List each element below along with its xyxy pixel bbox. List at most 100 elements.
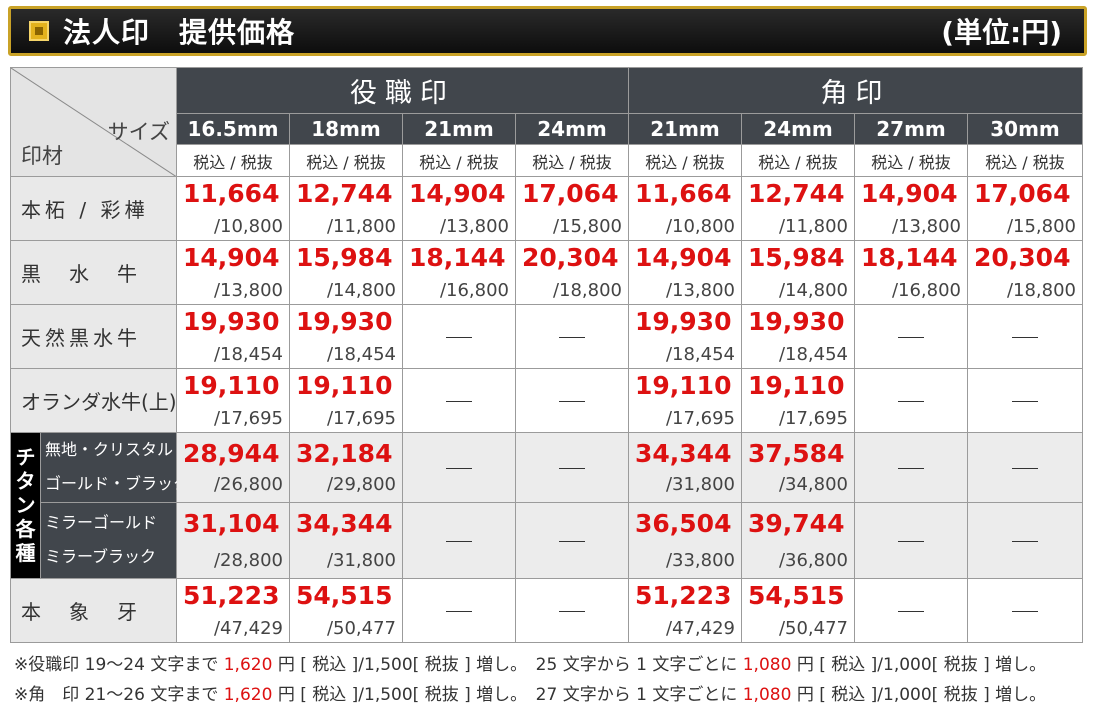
empty-cell [402,368,516,433]
price-tax-excl: /18,454 [326,344,396,366]
dash-mark [446,611,472,612]
dash-mark [559,540,585,542]
row-label: 黒 水 牛 [10,240,177,306]
price-tax-excl: /13,800 [439,216,509,238]
price-cell: 18,144/16,800 [854,240,968,306]
price-cell: 14,904/13,800 [628,240,742,306]
price-tax-incl: 51,223 [183,581,280,610]
price-cell: 17,064/15,800 [515,176,629,242]
price-cell: 14,904/13,800 [854,176,968,242]
tax-label: 税込 / 税抜 [289,144,403,178]
price-cell: 34,344/31,800 [628,431,742,503]
price-tax-incl: 34,344 [635,438,732,468]
size-label: 30mm [967,112,1083,146]
price-tax-excl: /16,800 [891,280,961,302]
tax-label: 税込 / 税抜 [741,144,855,178]
price-tax-incl: 12,744 [748,179,845,209]
note-line: ※役職印 19～24 文字まで 1,620 円 [ 税込 ]/1,500[ 税抜… [14,655,1047,675]
empty-cell [854,501,968,580]
price-tax-excl: /17,695 [778,407,848,429]
price-cell: 20,304/18,800 [967,240,1083,306]
price-cell: 12,744/11,800 [289,176,403,242]
price-tax-incl: 19,110 [635,371,732,401]
row-label-line: ミラーブラック [45,547,157,567]
price-cell: 11,664/10,800 [628,176,742,242]
price-tax-incl: 15,984 [296,243,393,273]
price-tax-incl: 14,904 [861,179,958,209]
dash-mark [1012,401,1038,403]
square-bullet-icon [29,21,49,41]
size-label: 16.5mm [176,112,290,146]
price-tax-excl: /26,800 [213,473,283,495]
price-cell: 31,104/28,800 [176,501,290,580]
price-tax-excl: /17,695 [326,407,396,429]
dash-mark [898,467,924,469]
price-cell: 39,744/36,800 [741,501,855,580]
row-label-line: ミラーゴールド [45,513,158,533]
page-title: 法人印 提供価格 [63,16,296,49]
empty-cell [854,431,968,503]
price-cell: 37,584/34,800 [741,431,855,503]
material-header: 印材 [21,144,63,169]
empty-cell [967,578,1083,643]
dash-mark [898,540,924,542]
price-tax-incl: 15,984 [748,243,845,273]
dash-mark [446,467,472,469]
price-tax-incl: 31,104 [183,508,280,538]
price-tax-incl: 11,664 [635,179,732,209]
price-tax-excl: /18,454 [665,344,735,366]
price-tax-excl: /15,800 [1006,216,1076,238]
price-cell: 19,930/18,454 [176,304,290,370]
price-cell: 14,904/13,800 [176,240,290,306]
price-cell: 18,144/16,800 [402,240,516,306]
price-cell: 51,223/47,429 [176,578,290,643]
row-label: オランダ水牛(上) [10,368,177,433]
dash-mark [898,401,924,403]
price-cell: 19,110/17,695 [628,368,742,433]
empty-cell [402,304,516,370]
price-tax-excl: /18,454 [213,344,283,366]
tax-label: 税込 / 税抜 [515,144,629,178]
size-label: 24mm [741,112,855,146]
price-tax-incl: 17,064 [522,179,619,209]
size-label: 18mm [289,112,403,146]
empty-cell [402,501,516,580]
price-tax-excl: /13,800 [665,280,735,302]
price-cell: 20,304/18,800 [515,240,629,306]
price-cell: 54,515/50,477 [289,578,403,643]
price-tax-incl: 17,064 [974,179,1071,209]
price-tax-incl: 12,744 [296,179,393,209]
corner-cell: サイズ 印材 [10,66,177,178]
row-label: ミラーゴールド ミラーブラック [40,501,177,580]
dash-mark [1012,467,1038,469]
price-tax-incl: 19,930 [635,307,732,337]
price-tax-excl: /14,800 [326,280,396,302]
row-label-line: 無地・クリスタル [45,440,174,460]
price-tax-incl: 54,515 [748,581,845,610]
price-tax-excl: /31,800 [665,473,735,495]
price-cell: 15,984/14,800 [741,240,855,306]
empty-cell [967,431,1083,503]
price-tax-excl: /47,429 [213,618,283,639]
tax-label: 税込 / 税抜 [176,144,290,178]
price-cell: 19,110/17,695 [176,368,290,433]
empty-cell [854,304,968,370]
price-tax-incl: 11,664 [183,179,280,209]
per-char-price: 1,080 [742,655,792,675]
price-tax-excl: /50,477 [326,618,396,639]
price-tax-incl: 19,110 [748,371,845,401]
empty-cell [402,431,516,503]
empty-cell [967,368,1083,433]
price-tax-excl: /11,800 [326,216,396,238]
dash-mark [446,337,472,339]
price-tax-excl: /10,800 [665,216,735,238]
empty-cell [515,368,629,433]
dash-mark [1012,611,1038,612]
price-tax-incl: 19,930 [183,307,280,337]
price-cell: 12,744/11,800 [741,176,855,242]
titan-label: チタン各種 [10,431,41,580]
price-table: サイズ 印材 役職印 角印 16.5mm 18mm 21mm 24mm 21mm 24mm 27mm… [10,66,1083,643]
price-tax-excl: /15,800 [552,216,622,238]
price-tax-incl: 14,904 [183,243,280,273]
price-tax-incl: 20,304 [974,243,1071,273]
